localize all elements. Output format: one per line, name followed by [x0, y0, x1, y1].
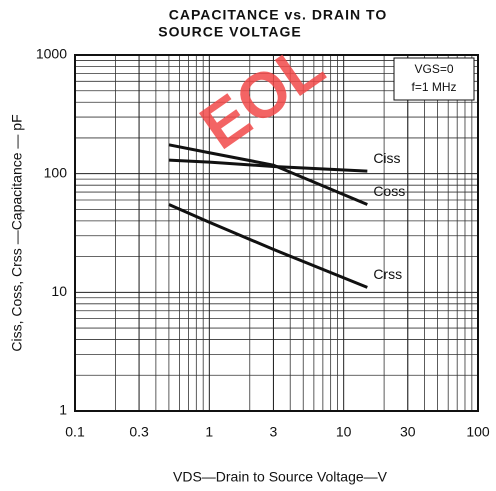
- x-tick-label: 1: [205, 424, 213, 440]
- x-tick-label: 0.3: [129, 424, 149, 440]
- y-tick-label: 10: [51, 283, 67, 299]
- annotation-box: [393, 57, 475, 101]
- y-axis-title: Ciss, Coss, Crss —Capacitance — pF: [9, 114, 25, 351]
- x-tick-label: 0.1: [65, 424, 85, 440]
- annotation: VGS=0: [414, 62, 453, 76]
- series-label: Coss: [373, 183, 405, 199]
- x-axis-title: VDS—Drain to Source Voltage—V: [173, 469, 388, 485]
- chart-subtitle: SOURCE VOLTAGE: [158, 24, 301, 40]
- series-line: [168, 143, 368, 206]
- x-tick-label: 10: [336, 424, 352, 440]
- y-tick-label: 100: [44, 164, 68, 180]
- x-tick-label: 3: [270, 424, 278, 440]
- annotation: f=1 MHz: [411, 80, 456, 94]
- x-tick-label: 30: [400, 424, 416, 440]
- y-tick-label: 1000: [36, 46, 67, 62]
- series-label: Crss: [373, 266, 402, 282]
- x-tick-label: 100: [466, 424, 490, 440]
- series-line: [168, 203, 368, 289]
- chart-title: CAPACITANCE vs. DRAIN TO: [169, 7, 387, 23]
- plot-frame: [74, 54, 479, 412]
- y-tick-label: 1: [59, 402, 67, 418]
- series-label: Ciss: [373, 150, 400, 166]
- series-line: [168, 158, 368, 173]
